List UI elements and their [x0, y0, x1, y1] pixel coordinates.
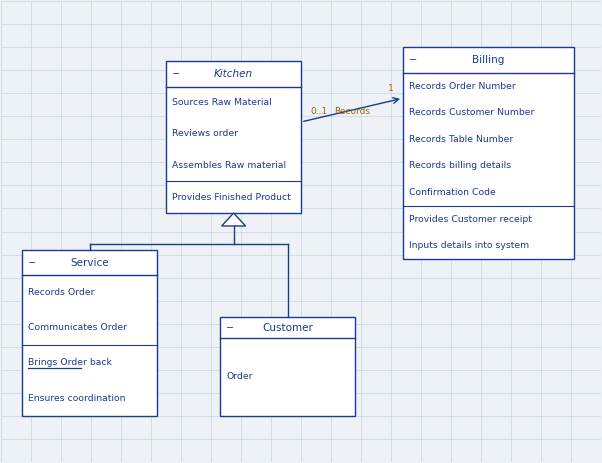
Text: Records Order: Records Order [28, 288, 95, 297]
Text: Records Table Number: Records Table Number [409, 135, 513, 144]
Text: Inputs details into system: Inputs details into system [409, 241, 529, 250]
Text: 1: 1 [388, 84, 394, 93]
Text: Billing: Billing [472, 55, 504, 65]
Text: Service: Service [70, 257, 109, 268]
Bar [403, 47, 574, 259]
Text: Records Customer Number: Records Customer Number [409, 108, 534, 117]
Text: Order: Order [226, 373, 253, 382]
Text: Sources Raw Material: Sources Raw Material [172, 98, 272, 107]
Text: Kitchen: Kitchen [214, 69, 253, 79]
Text: Confirmation Code: Confirmation Code [409, 188, 495, 197]
Text: Assembles Raw material: Assembles Raw material [172, 161, 287, 170]
Text: Brings Order back: Brings Order back [28, 358, 112, 368]
Text: −: − [172, 69, 180, 79]
Text: Provides Customer receipt: Provides Customer receipt [409, 215, 532, 224]
Text: Provides Finished Product: Provides Finished Product [172, 193, 291, 202]
Bar [22, 250, 157, 416]
Text: Reviews order: Reviews order [172, 130, 238, 138]
Bar [220, 317, 355, 416]
Text: Customer: Customer [262, 323, 313, 332]
Text: Records billing details: Records billing details [409, 162, 511, 170]
Text: 0..1: 0..1 [310, 107, 327, 116]
Text: −: − [226, 323, 234, 332]
Text: Communicates Order: Communicates Order [28, 323, 128, 332]
Text: Ensures coordination: Ensures coordination [28, 394, 126, 402]
Text: −: − [409, 55, 417, 65]
Text: −: − [28, 257, 37, 268]
Text: Records: Records [334, 107, 370, 116]
Polygon shape [222, 213, 246, 226]
Text: Records Order Number: Records Order Number [409, 81, 515, 91]
Bar [166, 61, 301, 213]
